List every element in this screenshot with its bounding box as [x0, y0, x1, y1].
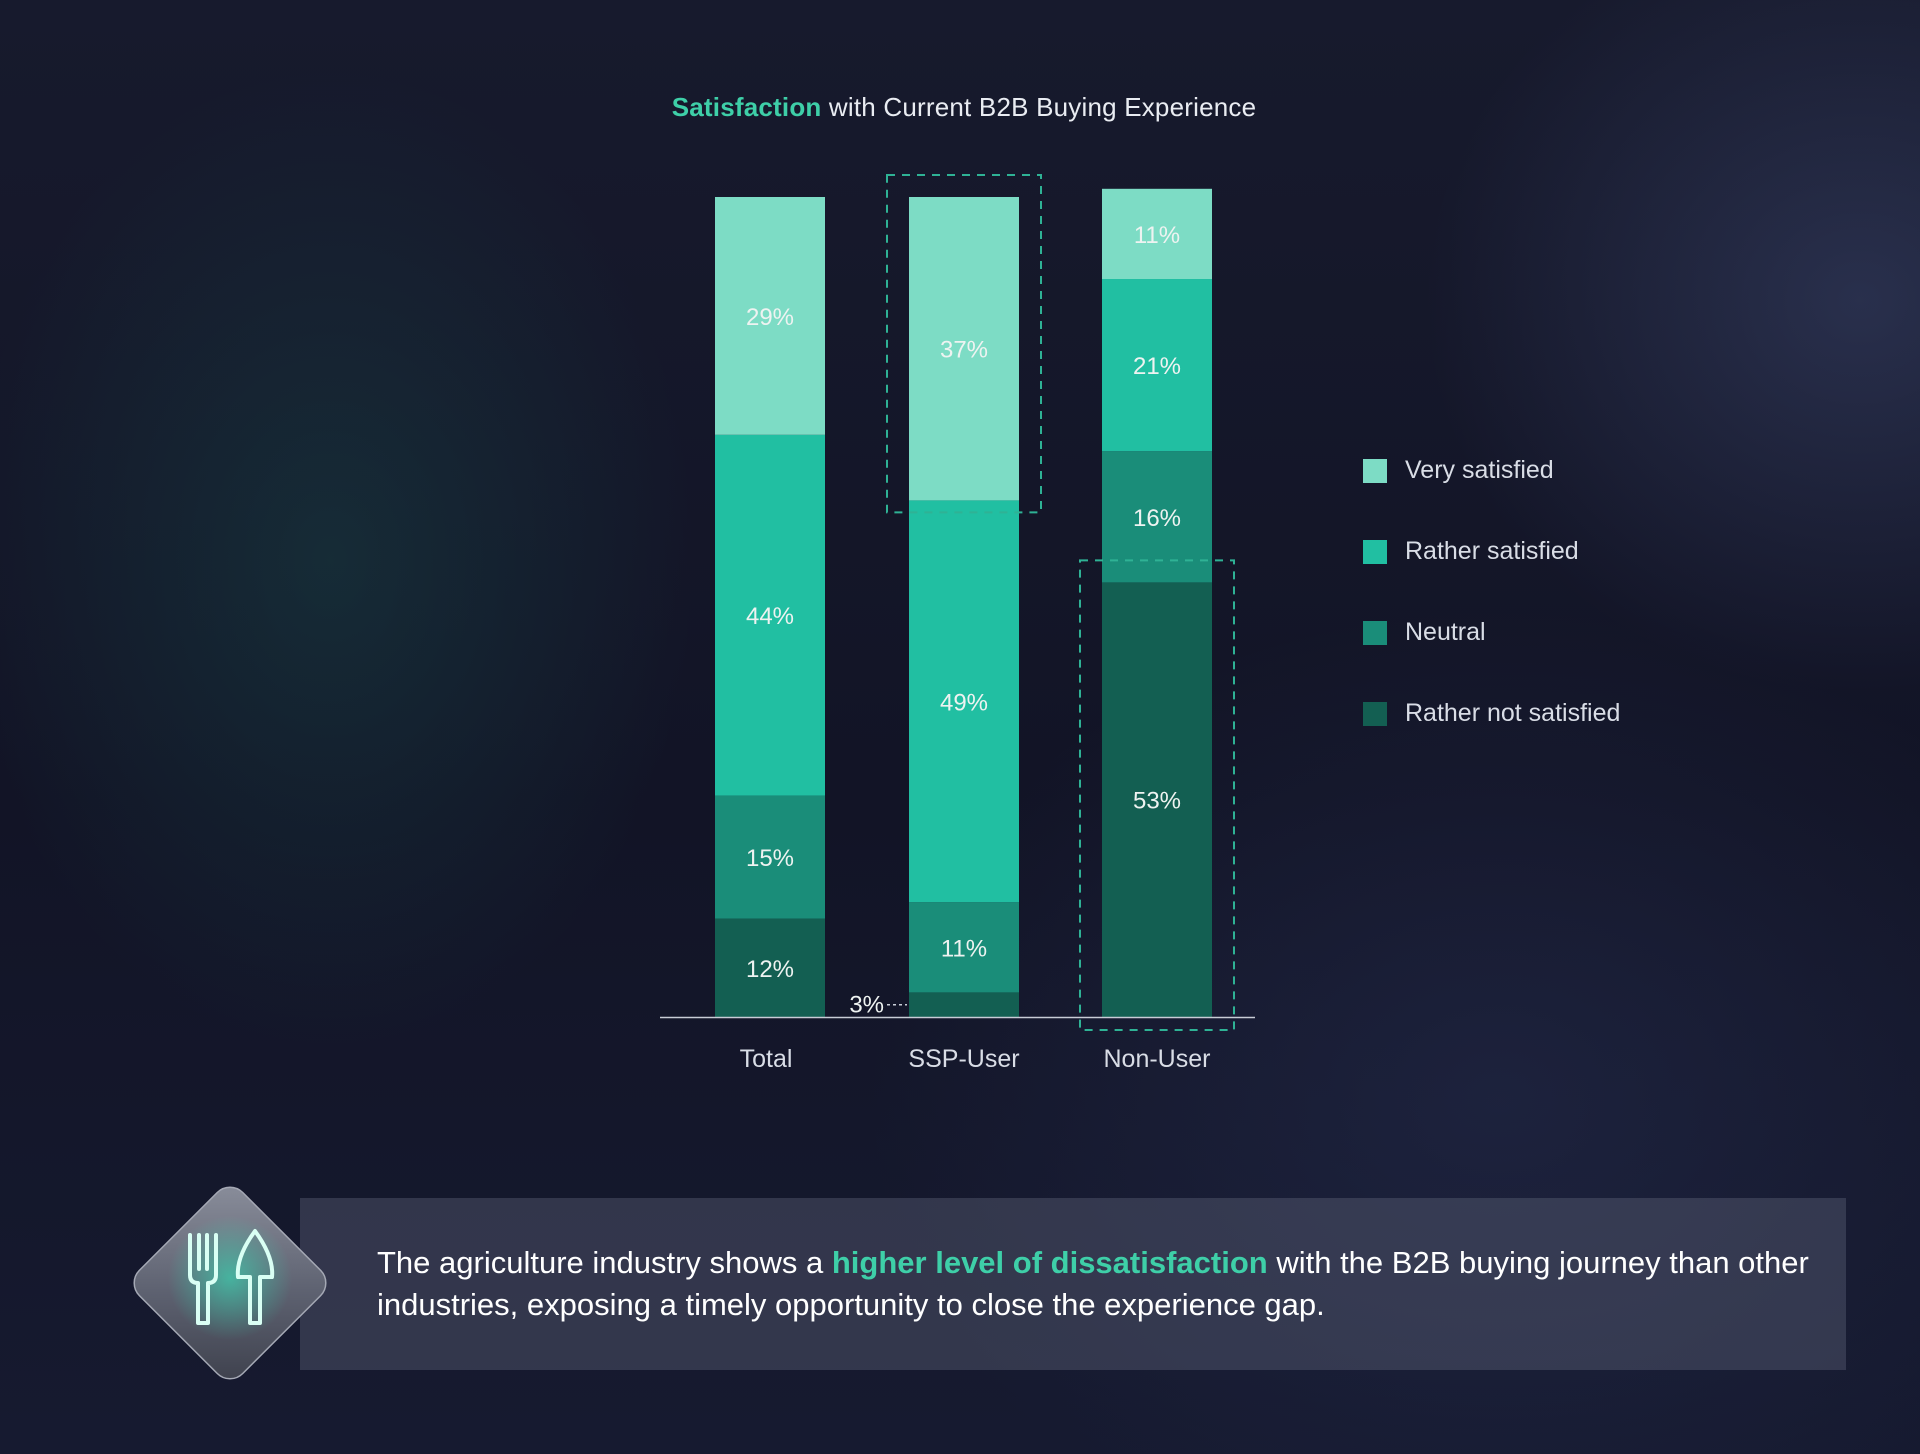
legend-label-rather-satisfied: Rather satisfied — [1405, 537, 1579, 565]
legend-swatch-rather-not-satisfied — [1363, 701, 1387, 726]
legend-item-rather-satisfied: Rather satisfied — [1363, 511, 1620, 592]
bar-total-neutral — [715, 795, 825, 919]
data-label-total-rather-satisfied: 44% — [746, 603, 794, 630]
callout-text-highlight: higher level of dissatisfaction — [831, 1245, 1268, 1280]
data-label-ssp-user-neutral: 11% — [941, 935, 987, 962]
chart-title-accent: Satisfaction — [671, 92, 822, 122]
legend-label-neutral: Neutral — [1405, 618, 1486, 646]
legend-swatch-very-satisfied — [1363, 458, 1387, 483]
category-label-non-user: Non-User — [1104, 1045, 1211, 1073]
highlight-box-ssp-user-very-satisfied — [886, 174, 1042, 514]
bar-non-user-very-satisfied — [1102, 188, 1212, 279]
bar-non-user-rather-satisfied — [1102, 279, 1212, 452]
highlight-box-non-user-rather-not-satisfied — [1079, 559, 1235, 1032]
legend-label-very-satisfied: Very satisfied — [1405, 456, 1554, 484]
callout-text-before: The agriculture industry shows a — [377, 1245, 832, 1280]
legend-swatch-rather-satisfied — [1363, 539, 1387, 564]
data-label-ssp-user-rather-satisfied: 49% — [940, 689, 988, 716]
data-label-ssp-user-very-satisfied: 37% — [940, 337, 988, 364]
data-label-non-user-rather-satisfied: 21% — [1133, 353, 1181, 380]
chart-title-rest: with Current B2B Buying Experience — [821, 92, 1257, 122]
legend-swatch-neutral — [1363, 620, 1387, 645]
data-label-non-user-very-satisfied: 11% — [1134, 222, 1180, 249]
bar-total-very-satisfied — [715, 197, 825, 435]
data-label-non-user-neutral: 16% — [1133, 505, 1181, 532]
data-label-non-user-rather-not-satisfied: 53% — [1133, 788, 1181, 815]
bar-ssp-user-neutral — [909, 902, 1019, 993]
bar-ssp-user-rather-satisfied — [909, 500, 1019, 903]
bar-ssp-user-rather-not-satisfied — [909, 992, 1019, 1017]
bar-total-rather-satisfied — [715, 434, 825, 796]
bar-ssp-user-very-satisfied — [909, 197, 1019, 501]
bar-total-rather-not-satisfied — [715, 918, 825, 1017]
data-label-total-very-satisfied: 29% — [746, 304, 794, 331]
chart-legend: Very satisfied Rather satisfied Neutral Rat… — [1363, 430, 1620, 754]
callout-band — [300, 1198, 1846, 1370]
callout-text: The agriculture industry shows a higher … — [377, 1242, 1827, 1326]
data-label-ssp-user-rather-not-satisfied: 3% — [849, 992, 884, 1019]
fork-and-leaf-icon — [133, 1186, 327, 1380]
callout-text-after: with the B2B buying journey than other i… — [377, 1245, 1809, 1322]
data-label-total-rather-not-satisfied: 12% — [746, 956, 794, 983]
category-label-total: Total — [740, 1045, 793, 1073]
legend-label-rather-not-satisfied: Rather not satisfied — [1405, 699, 1621, 727]
legend-item-very-satisfied: Very satisfied — [1363, 430, 1620, 511]
data-label-total-neutral: 15% — [746, 845, 794, 872]
legend-item-neutral: Neutral — [1363, 592, 1620, 673]
bar-non-user-rather-not-satisfied — [1102, 582, 1212, 1017]
category-label-ssp-user: SSP-User — [908, 1045, 1019, 1073]
legend-item-rather-not-satisfied: Rather not satisfied — [1363, 673, 1620, 754]
chart-title: Satisfaction with Current B2B Buying Exp… — [0, 92, 1920, 123]
